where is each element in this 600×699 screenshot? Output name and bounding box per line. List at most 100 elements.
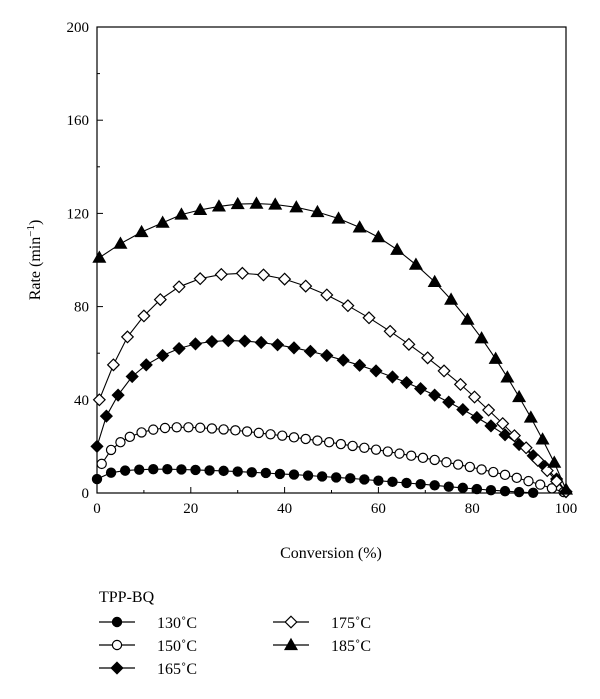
y-tick-label: 40 [74, 393, 89, 409]
x-tick-label: 60 [371, 501, 386, 517]
data-point [162, 464, 173, 475]
x-tick-label: 80 [465, 501, 480, 517]
data-point [218, 424, 229, 435]
data-point [120, 330, 135, 344]
legend-item: 150˚C [99, 638, 197, 655]
data-point [383, 324, 397, 338]
data-point [341, 299, 355, 313]
data-point [547, 455, 562, 468]
legend-item: 130˚C [99, 615, 197, 632]
data-point [512, 389, 527, 403]
data-point [176, 464, 187, 475]
data-point [254, 335, 268, 350]
data-point [302, 470, 314, 481]
data-point [359, 474, 370, 485]
data-point [287, 341, 301, 355]
series-3 [92, 266, 573, 499]
x-tick-label: 20 [183, 501, 198, 517]
data-point [289, 200, 304, 213]
data-point [484, 419, 498, 433]
data-point [394, 448, 405, 459]
data-point [111, 388, 125, 402]
legend-marker [111, 639, 123, 651]
data-point [148, 424, 159, 435]
data-point [238, 334, 252, 348]
data-point [172, 341, 186, 356]
data-point [205, 334, 219, 349]
x-axis-title: Conversion (%) [280, 545, 382, 562]
data-point [299, 279, 313, 293]
data-point [441, 457, 452, 468]
data-point [428, 388, 442, 402]
data-point [331, 211, 346, 224]
series-line [98, 203, 567, 490]
data-point [300, 433, 311, 445]
data-point [488, 351, 503, 364]
data-point [183, 422, 194, 433]
data-point [523, 475, 534, 487]
data-point [335, 438, 347, 450]
data-point [417, 452, 429, 464]
data-point [442, 395, 456, 409]
data-point [174, 207, 189, 220]
data-point [125, 369, 139, 384]
legend-label: 150˚C [157, 638, 197, 655]
data-point [159, 422, 171, 434]
data-point [235, 266, 249, 280]
data-point [546, 483, 558, 494]
data-point [288, 432, 300, 443]
data-point [265, 429, 276, 440]
data-point [320, 288, 334, 302]
legend-item: 165˚C [99, 661, 197, 678]
data-point [136, 427, 147, 438]
plot-frame [96, 26, 567, 494]
data-point [260, 467, 272, 479]
data-point [230, 196, 245, 210]
data-point [253, 427, 265, 439]
legend-item: 185˚C [273, 637, 371, 655]
data-point [511, 472, 522, 484]
series-0 [91, 464, 539, 498]
data-point [137, 309, 151, 323]
data-point [444, 292, 459, 305]
data-point [371, 229, 386, 243]
data-point [390, 242, 405, 255]
data-point [124, 431, 136, 443]
data-point [467, 390, 482, 404]
axes-ticks: 0 20 40 60 80 100 0 40 80 120 160 200 [67, 20, 578, 517]
data-point [421, 351, 435, 365]
data-point [221, 334, 235, 348]
data-point [119, 465, 131, 476]
data-point [310, 204, 325, 218]
data-point [452, 459, 464, 470]
data-point [91, 473, 103, 485]
data-point [443, 481, 454, 492]
legend-item: 175˚C [273, 615, 371, 632]
legend-title: TPP-BQ [99, 589, 155, 606]
y-axis-title-main: Rate (min [27, 237, 44, 301]
y-tick-label: 160 [67, 113, 90, 129]
series-line [101, 426, 564, 493]
data-point [90, 439, 104, 453]
x-tick-label: 100 [555, 501, 578, 517]
data-point [99, 409, 113, 423]
data-point [249, 196, 264, 209]
data-point [270, 338, 285, 352]
y-axis-title-close: ) [27, 220, 44, 225]
data-point [359, 442, 370, 453]
data-point [550, 474, 564, 488]
series-line [98, 272, 567, 492]
data-point [373, 475, 384, 486]
data-point [330, 472, 342, 483]
data-point [171, 422, 182, 433]
data-point [277, 430, 288, 441]
data-point [470, 410, 484, 425]
data-point [190, 464, 201, 476]
legend-items: 130˚C 150˚C 165˚C 175˚C 185˚C [99, 615, 371, 678]
data-point [153, 293, 167, 307]
data-point [193, 272, 207, 286]
data-point [352, 220, 367, 233]
data-point [134, 224, 149, 238]
data-point [92, 250, 107, 263]
